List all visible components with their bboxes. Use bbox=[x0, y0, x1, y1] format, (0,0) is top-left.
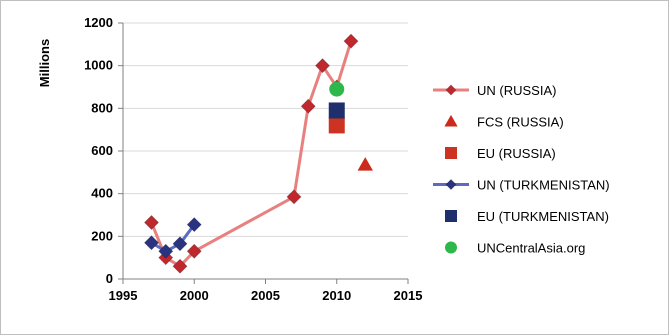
series-eu-turkmenistan bbox=[329, 102, 345, 118]
series-layer bbox=[145, 34, 373, 273]
y-tick-label: 200 bbox=[91, 228, 113, 243]
legend-label: EU (RUSSIA) bbox=[477, 146, 556, 161]
series-eu-russia bbox=[329, 117, 345, 133]
y-tick-label: 600 bbox=[91, 143, 113, 158]
x-tick-label: 2005 bbox=[251, 288, 280, 303]
legend-marker bbox=[446, 180, 456, 190]
legend-label: UN (TURKMENISTAN) bbox=[477, 178, 610, 193]
legend-marker bbox=[444, 115, 457, 127]
legend-entry: FCS (RUSSIA) bbox=[444, 115, 563, 130]
data-point bbox=[329, 117, 345, 133]
data-point bbox=[287, 190, 301, 204]
series-line bbox=[152, 41, 352, 266]
legend-entry: UNCentralAsia.org bbox=[445, 241, 585, 256]
gridlines bbox=[123, 23, 408, 236]
x-tick-label: 2000 bbox=[180, 288, 209, 303]
axes: 0 200 400 600 800 1000 1200 1995 2000 2005 2010 201… bbox=[84, 15, 422, 303]
legend-marker bbox=[445, 242, 457, 254]
series-uncentralasia-org bbox=[329, 82, 344, 97]
x-tick-label: 2015 bbox=[394, 288, 423, 303]
data-point bbox=[344, 34, 358, 48]
data-point bbox=[329, 102, 345, 118]
y-tick-label: 0 bbox=[106, 271, 113, 286]
legend: UN (RUSSIA) FCS (RUSSIA) EU (RUSSIA) UN (TU… bbox=[433, 83, 610, 256]
data-point bbox=[358, 157, 373, 170]
legend-entry: EU (RUSSIA) bbox=[445, 146, 556, 161]
y-axis-label: Millions bbox=[37, 39, 52, 87]
y-tick-label: 1000 bbox=[84, 58, 113, 73]
legend-label: EU (TURKMENISTAN) bbox=[477, 209, 609, 224]
legend-marker bbox=[445, 210, 457, 222]
data-point bbox=[329, 82, 344, 97]
series-fcs-russia bbox=[358, 157, 373, 170]
legend-label: UN (RUSSIA) bbox=[477, 83, 556, 98]
legend-entry: UN (RUSSIA) bbox=[433, 83, 556, 98]
x-tick-label: 1995 bbox=[109, 288, 138, 303]
y-tick-label: 400 bbox=[91, 186, 113, 201]
x-tick-label: 2010 bbox=[322, 288, 351, 303]
y-tick-label: 1200 bbox=[84, 15, 113, 30]
data-point bbox=[301, 99, 315, 113]
y-tick-label: 800 bbox=[91, 100, 113, 115]
legend-entry: EU (TURKMENISTAN) bbox=[445, 209, 609, 224]
legend-label: FCS (RUSSIA) bbox=[477, 115, 564, 130]
legend-label: UNCentralAsia.org bbox=[477, 241, 585, 256]
legend-marker bbox=[446, 85, 456, 95]
legend-marker bbox=[445, 147, 457, 159]
legend-entry: UN (TURKMENISTAN) bbox=[433, 178, 610, 193]
series-un-russia bbox=[145, 34, 359, 273]
data-point bbox=[145, 215, 159, 229]
